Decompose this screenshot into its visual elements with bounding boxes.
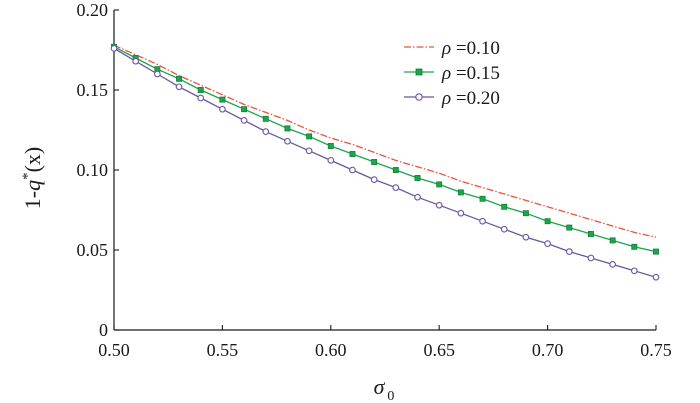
data-point-rho-015 <box>566 224 573 231</box>
x-tick-label: 0.55 <box>207 340 239 360</box>
data-point-rho-020 <box>414 193 421 201</box>
data-point-rho-015 <box>176 75 182 82</box>
data-point-rho-020 <box>609 261 616 268</box>
data-point-rho-015 <box>284 125 291 132</box>
data-point-rho-020 <box>154 70 161 78</box>
data-point-rho-020 <box>544 240 551 247</box>
legend-item-rho-0-10: ρ =0.10 <box>404 38 500 59</box>
data-point-rho-015 <box>219 96 226 103</box>
data-point-rho-015 <box>436 181 443 188</box>
data-point-rho-020 <box>587 254 595 262</box>
x-tick-label: 0.75 <box>640 340 672 360</box>
data-point-rho-020 <box>219 105 226 113</box>
ticks <box>113 9 657 331</box>
data-point-rho-020 <box>305 147 313 155</box>
data-point-rho-020 <box>240 117 248 124</box>
legend-marker-rho-0-15 <box>415 68 423 76</box>
y-axis-label-suffix: (x) <box>20 147 45 173</box>
data-point-rho-020 <box>392 184 400 191</box>
data-point-rho-015 <box>306 133 313 140</box>
legend-marker-rho-0-20 <box>415 93 423 101</box>
data-point-rho-020 <box>652 273 660 281</box>
data-point-rho-015 <box>588 231 594 237</box>
legend-symbol-rho-0-15: ρ <box>441 63 451 84</box>
data-point-rho-015 <box>262 115 269 122</box>
legend-value-rho-0-10: =0.10 <box>451 38 500 59</box>
y-tick-label: 0.20 <box>77 0 109 20</box>
x-tick-label: 0.60 <box>315 340 347 360</box>
legend-item-rho-0-20: ρ =0.20 <box>404 88 500 109</box>
data-point-rho-020 <box>522 233 530 241</box>
x-tick-label: 0.70 <box>532 340 564 360</box>
legend-value-rho-0-15: =0.15 <box>451 63 500 84</box>
legend-symbol-rho-0-10: ρ <box>441 38 451 59</box>
data-point-rho-015 <box>609 237 616 244</box>
x-tick-label: 0.65 <box>423 340 455 360</box>
series-line-rho-020 <box>113 47 657 278</box>
data-point-rho-020 <box>435 201 443 209</box>
legend-symbol-rho-0-20: ρ <box>441 88 451 109</box>
data-point-rho-015 <box>241 106 248 113</box>
data-point-rho-015 <box>349 151 356 157</box>
data-point-rho-020 <box>349 166 356 174</box>
data-point-rho-015 <box>544 218 551 225</box>
data-point-rho-015 <box>653 248 659 255</box>
x-axis-label-symbol: σ <box>374 374 386 399</box>
data-point-rho-020 <box>327 157 335 164</box>
data-point-rho-015 <box>414 175 421 181</box>
axes <box>113 10 656 331</box>
data-point-rho-020 <box>565 248 573 255</box>
y-axis-label-superscript: * <box>20 172 36 180</box>
data-point-rho-015 <box>501 203 508 210</box>
data-point-rho-020 <box>197 94 205 102</box>
legend-label-rho-0-10: ρ =0.10 <box>441 38 500 59</box>
y-tick-label: 0 <box>99 320 108 340</box>
data-point-rho-020 <box>370 176 378 183</box>
y-axis-label-variable: q <box>20 180 45 191</box>
legend: ρ =0.10 ρ =0.15 ρ =0.20 <box>404 38 500 109</box>
data-point-rho-020 <box>132 57 140 65</box>
data-point-rho-015 <box>631 243 638 250</box>
data-point-rho-020 <box>630 267 638 275</box>
series-layer <box>110 43 660 281</box>
x-tick-label: 0.50 <box>98 340 130 360</box>
data-point-rho-020 <box>479 217 486 225</box>
series-rho-020 <box>110 45 660 281</box>
data-point-rho-015 <box>327 143 334 149</box>
series-rho-010 <box>113 44 657 238</box>
legend-label-rho-0-20: ρ =0.20 <box>441 88 500 109</box>
data-point-rho-020 <box>110 45 118 52</box>
data-point-rho-015 <box>457 189 464 196</box>
data-point-rho-020 <box>457 209 465 217</box>
tick-labels: 0.50 0.55 0.60 0.65 0.70 0.75 0 0.05 0.10 0.15 0.2… <box>77 0 672 360</box>
series-line-rho-015 <box>113 46 657 253</box>
y-axis-label: 1-q*(x) <box>20 147 45 209</box>
legend-label-rho-0-15: ρ =0.15 <box>441 63 500 84</box>
data-point-rho-015 <box>197 87 204 93</box>
data-point-rho-015 <box>392 167 399 173</box>
data-point-rho-020 <box>262 128 270 135</box>
x-axis-label-subscript: 0 <box>387 389 394 403</box>
series-line-rho-010 <box>113 44 657 238</box>
y-tick-label: 0.10 <box>77 160 109 180</box>
data-point-rho-015 <box>371 159 378 165</box>
series-rho-015 <box>111 43 659 255</box>
data-point-rho-020 <box>175 83 183 91</box>
y-axis-label-prefix: 1- <box>20 191 45 209</box>
data-point-rho-015 <box>522 210 529 217</box>
data-point-rho-015 <box>479 195 486 202</box>
y-tick-label: 0.05 <box>77 240 109 260</box>
data-point-rho-020 <box>284 137 291 145</box>
legend-value-rho-0-20: =0.20 <box>451 88 500 109</box>
legend-item-rho-0-15: ρ =0.15 <box>404 63 500 84</box>
data-point-rho-020 <box>500 225 508 233</box>
y-tick-label: 0.15 <box>77 80 109 100</box>
